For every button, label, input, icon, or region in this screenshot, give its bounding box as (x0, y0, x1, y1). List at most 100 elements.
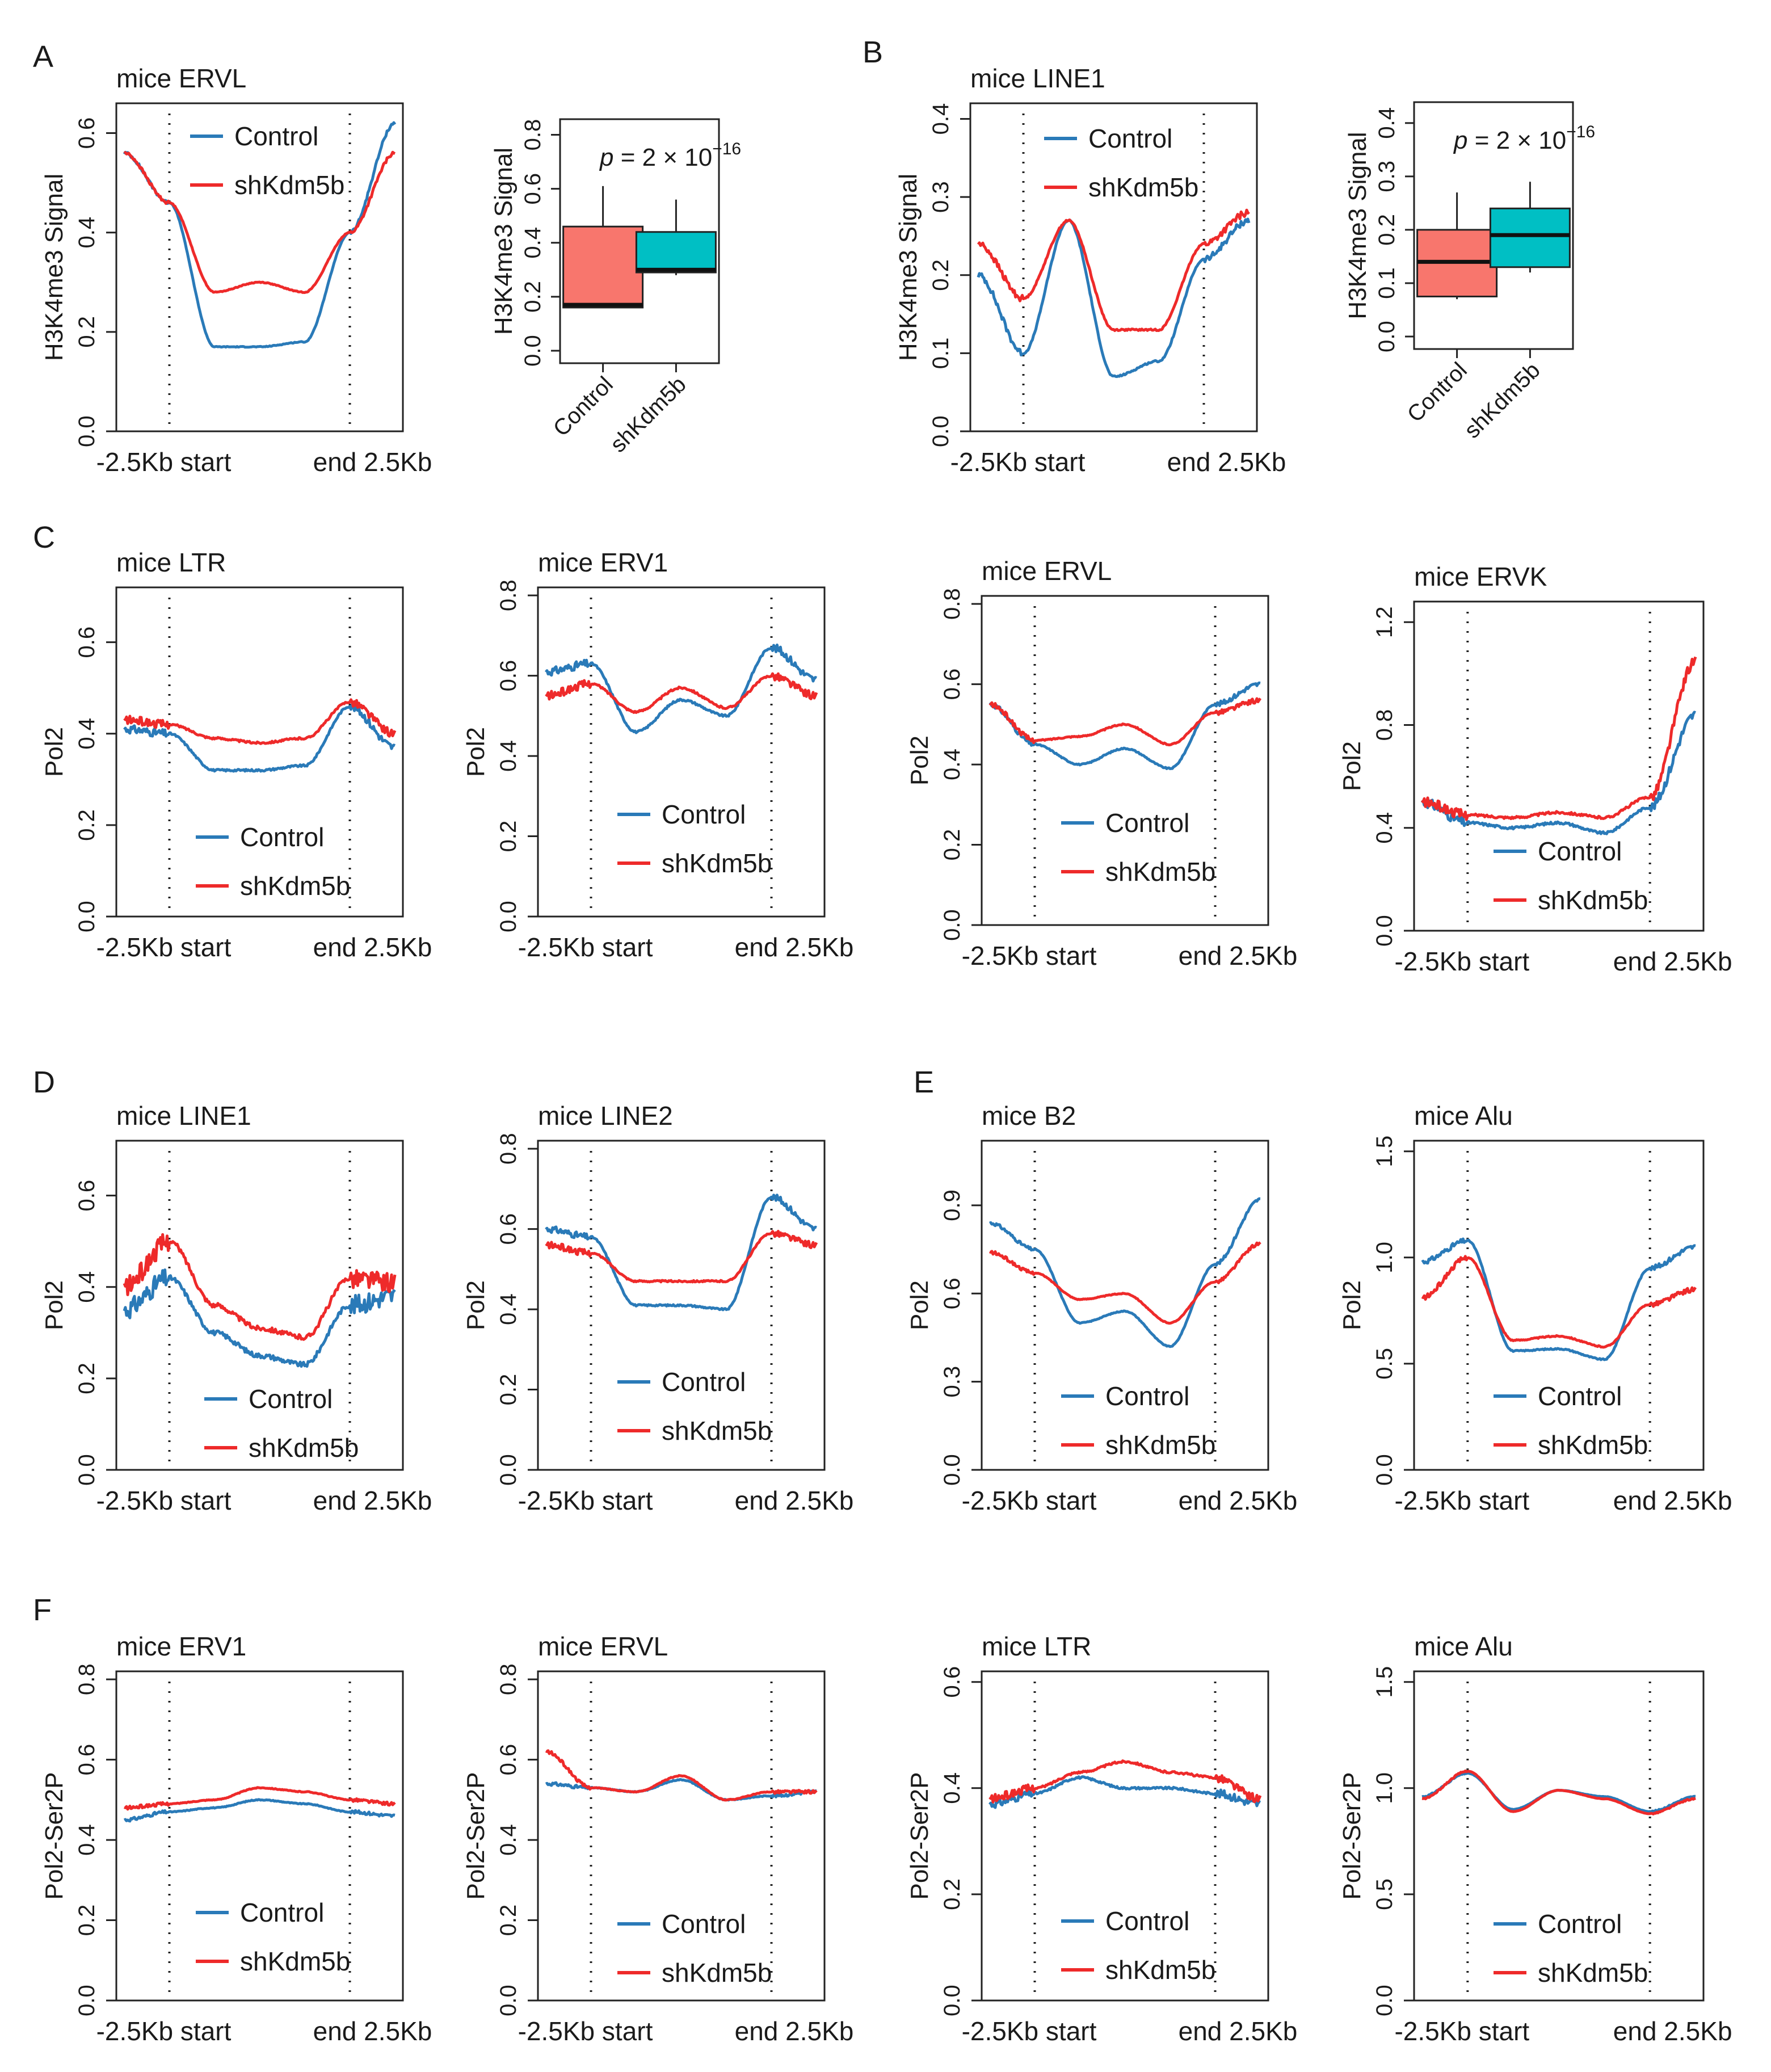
y-axis-label: Pol2 (1338, 1280, 1366, 1330)
y-tick-label: 0.8 (520, 119, 545, 151)
y-axis-label: Pol2 (906, 1280, 933, 1330)
plot-title: mice ERVK (1414, 562, 1547, 591)
legend-label-shkdm5b: shKdm5b (1105, 1430, 1215, 1460)
control-line (988, 1197, 1261, 1348)
x-end-label: end 2.5Kb (735, 2016, 854, 2046)
legend-label-control: Control (662, 800, 746, 829)
box-control (562, 225, 644, 309)
y-axis-label: Pol2 (1338, 741, 1366, 791)
legend-label-shkdm5b: shKdm5b (240, 871, 350, 901)
shkdm5b-line (123, 1233, 397, 1341)
shkdm5b-line (123, 150, 396, 294)
y-tick-label: 0.0 (1374, 321, 1399, 352)
panel-c3: 0.0 0.2 0.4 0.6 0.8 Pol2 mice ERVL -2.5Kb start… (906, 556, 1297, 970)
legend-label-control: Control (1088, 124, 1172, 153)
y-tick-label: 0.4 (74, 1824, 99, 1856)
y-tick-label: 0.6 (74, 117, 99, 149)
panel-letter: E (914, 1065, 934, 1099)
y-tick-label: 0.0 (1372, 1454, 1397, 1486)
x-category-label: Control (1403, 358, 1472, 427)
x-start-label: -2.5Kb start (96, 1486, 232, 1515)
y-tick-label: 0.3 (940, 1366, 965, 1398)
x-start-label: -2.5Kb start (96, 447, 232, 477)
y-axis-label: H3K4me3 Signal (490, 148, 518, 335)
shkdm5b-line (988, 1241, 1261, 1325)
plot-frame (1413, 1140, 1705, 1471)
legend-label-control: Control (1538, 1909, 1622, 1939)
plot-title: mice LTR (982, 1632, 1091, 1661)
x-start-label: -2.5Kb start (96, 2016, 232, 2046)
legend-label-shkdm5b: shKdm5b (234, 170, 344, 200)
y-tick-label: 0.4 (928, 103, 953, 135)
control-line (1421, 1237, 1696, 1361)
y-tick-label: 1.5 (1372, 1136, 1397, 1167)
panel-d2: 0.0 0.2 0.4 0.6 0.8 Pol2 mice LINE2 -2.5Kb star… (462, 1101, 853, 1515)
legend-label-shkdm5b: shKdm5b (1088, 173, 1198, 202)
plot-frame (981, 1140, 1269, 1471)
plot-frame (537, 586, 826, 918)
x-end-label: end 2.5Kb (1613, 2016, 1732, 2046)
y-tick-label: 0.2 (520, 281, 545, 313)
y-axis-label: Pol2-Ser2P (462, 1772, 490, 1899)
plot-frame (1413, 1670, 1705, 2002)
x-end-label: end 2.5Kb (313, 2016, 432, 2046)
plot-frame (115, 586, 404, 918)
y-tick-label: 0.8 (1372, 709, 1397, 741)
y-tick-label: 0.2 (928, 259, 953, 291)
plot-frame (115, 1140, 404, 1471)
y-tick-label: 0.0 (940, 1454, 965, 1486)
control-line (1421, 1771, 1696, 1814)
y-tick-label: 0.6 (940, 669, 965, 700)
x-start-label: -2.5Kb start (518, 2016, 653, 2046)
y-tick-label: 0.0 (520, 335, 545, 367)
legend-label-control: Control (1538, 837, 1622, 866)
p-value: p = 2 × 10−16 (599, 140, 741, 171)
plot-title: mice ERVL (982, 556, 1112, 586)
plot-frame (981, 1670, 1269, 2002)
legend-label-control: Control (1105, 1906, 1189, 1936)
y-tick-label: 0.2 (74, 1363, 99, 1394)
y-axis-label: Pol2 (462, 1280, 490, 1330)
shkdm5b-line (545, 1230, 818, 1284)
legend-label-control: Control (1105, 1381, 1189, 1411)
y-tick-label: 0.8 (74, 1663, 99, 1695)
plot-frame (115, 1670, 404, 2002)
plot-frame (969, 102, 1258, 432)
y-tick-label: 0.1 (928, 338, 953, 369)
y-tick-label: 0.0 (940, 909, 965, 941)
y-tick-label: 0.0 (74, 901, 99, 932)
plot-title: mice Alu (1414, 1632, 1513, 1661)
shkdm5b-line (123, 1786, 396, 1811)
y-tick-label: 1.0 (1372, 1242, 1397, 1274)
y-tick-label: 0.2 (940, 829, 965, 861)
y-tick-label: 1.5 (1372, 1666, 1397, 1698)
y-axis-label: H3K4me3 Signal (1344, 132, 1372, 319)
x-category-label: Control (549, 372, 618, 441)
panel-letter: A (33, 40, 53, 74)
legend-label-shkdm5b: shKdm5b (662, 1416, 772, 1445)
plot-frame (559, 118, 720, 364)
y-tick-label: 0.0 (1372, 915, 1397, 947)
panel-letter: D (33, 1065, 55, 1099)
plot-frame (981, 595, 1269, 926)
control-line (123, 121, 397, 349)
y-tick-label: 1.0 (1372, 1772, 1397, 1804)
legend-label-shkdm5b: shKdm5b (662, 1958, 772, 1987)
x-end-label: end 2.5Kb (1613, 1486, 1732, 1515)
plot-frame (537, 1670, 826, 2002)
y-tick-label: 0.2 (496, 821, 521, 852)
y-tick-label: 0.3 (928, 181, 953, 213)
plot-title: mice LTR (116, 548, 226, 577)
legend-label-control: Control (240, 822, 324, 852)
y-tick-label: 0.1 (1374, 267, 1399, 299)
shkdm5b-line (123, 698, 397, 745)
shkdm5b-line (1421, 1255, 1697, 1349)
x-start-label: -2.5Kb start (950, 447, 1086, 477)
p-value: p = 2 × 10−16 (1453, 123, 1595, 154)
legend-label-control: Control (249, 1384, 333, 1414)
control-line (545, 644, 818, 734)
y-axis-label: Pol2 (40, 1280, 68, 1330)
panel-f2: 0.0 0.2 0.4 0.6 0.8 Pol2-Ser2P mice ERVL -2.5Kb… (462, 1632, 853, 2046)
